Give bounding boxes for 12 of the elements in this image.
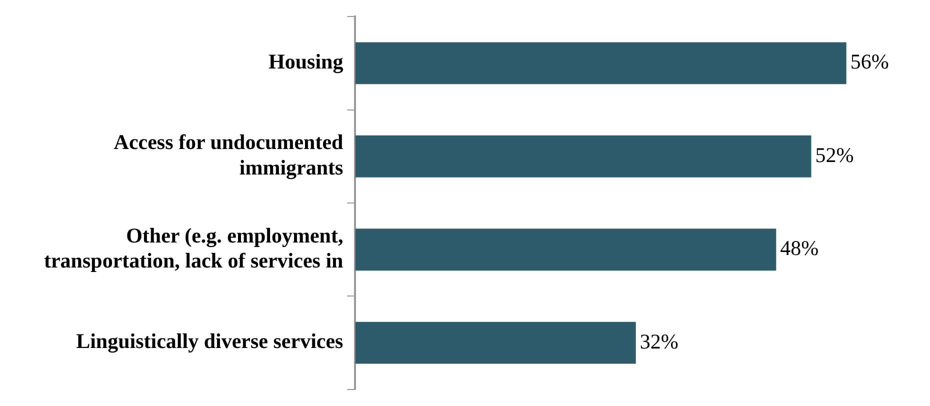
bar <box>355 322 636 364</box>
data-label: 48% <box>780 236 819 260</box>
bar <box>355 228 776 271</box>
data-label: 56% <box>850 50 889 74</box>
bar <box>355 135 812 178</box>
y-tick-label: Linguistically diverse services <box>76 329 344 354</box>
data-label: 52% <box>815 142 854 167</box>
y-tick-label: Access for undocumented immigrants <box>114 130 344 180</box>
bar <box>355 42 846 84</box>
y-tick-label: Other (e.g. employment, transportation, lack of services in <box>44 223 344 273</box>
data-label: 32% <box>640 329 678 354</box>
y-tick-label: Housing <box>268 50 344 74</box>
